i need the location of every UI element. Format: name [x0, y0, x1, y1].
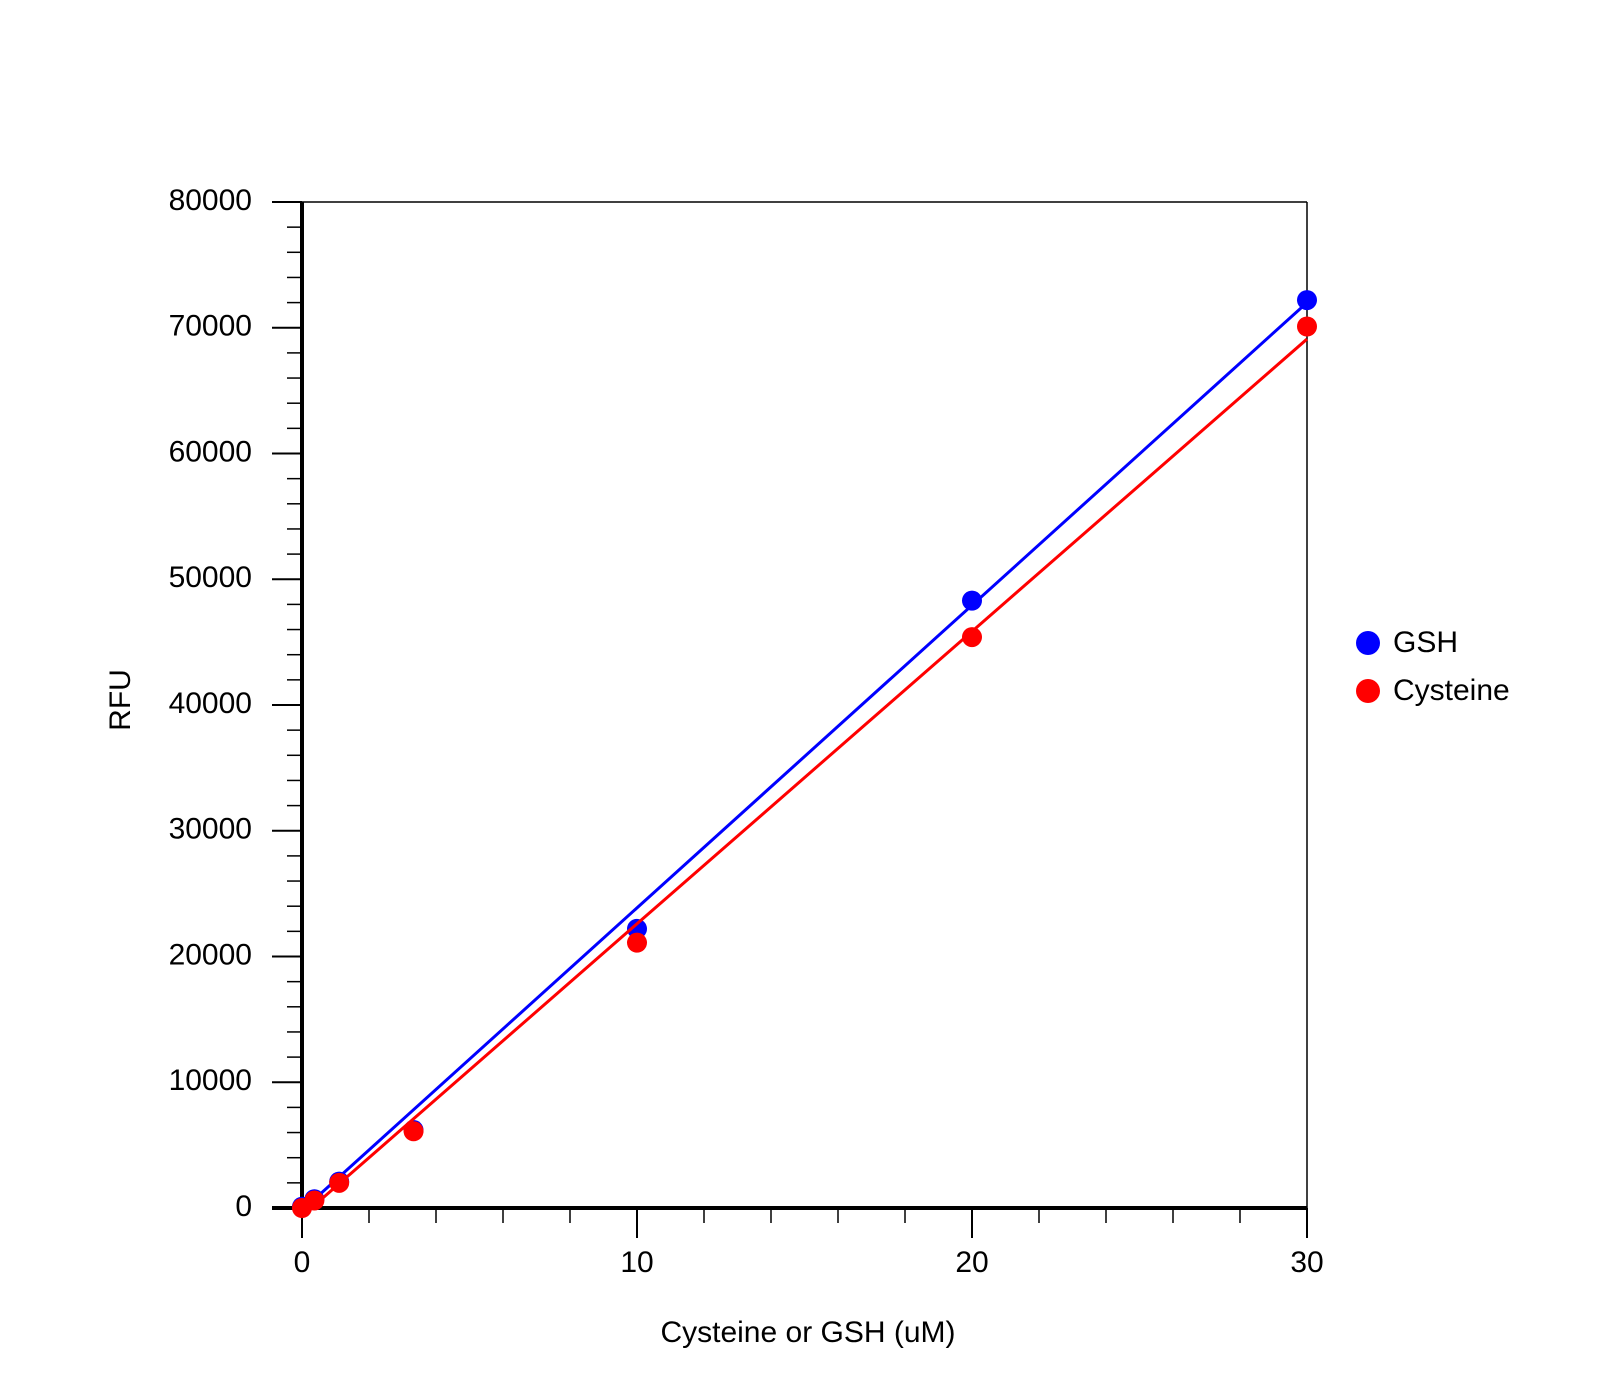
x-tick-label: 20: [955, 1246, 988, 1279]
data-point: [962, 590, 982, 611]
fit-line: [300, 301, 1309, 1212]
y-tick-label: 20000: [169, 938, 252, 971]
data-point: [1297, 316, 1317, 337]
x-tick-label: 0: [294, 1246, 311, 1279]
legend-marker: [1356, 631, 1380, 655]
y-axis-label: RFU: [104, 669, 137, 731]
legend-marker: [1356, 679, 1380, 703]
legend-label: GSH: [1393, 626, 1458, 659]
y-tick-label: 80000: [169, 184, 252, 217]
data-point: [304, 1190, 325, 1211]
y-tick-label: 0: [235, 1190, 252, 1223]
data-point: [627, 918, 647, 939]
y-tick-label: 60000: [169, 435, 252, 468]
x-tick-label: 30: [1290, 1246, 1323, 1279]
y-tick-label: 50000: [169, 561, 252, 594]
data-point: [329, 1172, 350, 1193]
y-tick-label: 10000: [169, 1064, 252, 1097]
x-tick-label: 10: [620, 1246, 653, 1279]
y-tick-label: 70000: [169, 310, 252, 343]
data-point: [1297, 290, 1317, 311]
data-point: [627, 932, 647, 953]
y-tick-label: 30000: [169, 813, 252, 846]
fit-line: [301, 337, 1308, 1218]
data-point: [403, 1121, 424, 1142]
data-point: [962, 627, 982, 648]
legend-label: Cysteine: [1393, 674, 1510, 707]
y-tick-label: 40000: [169, 687, 252, 720]
x-axis-label: Cysteine or GSH (uM): [660, 1316, 955, 1349]
